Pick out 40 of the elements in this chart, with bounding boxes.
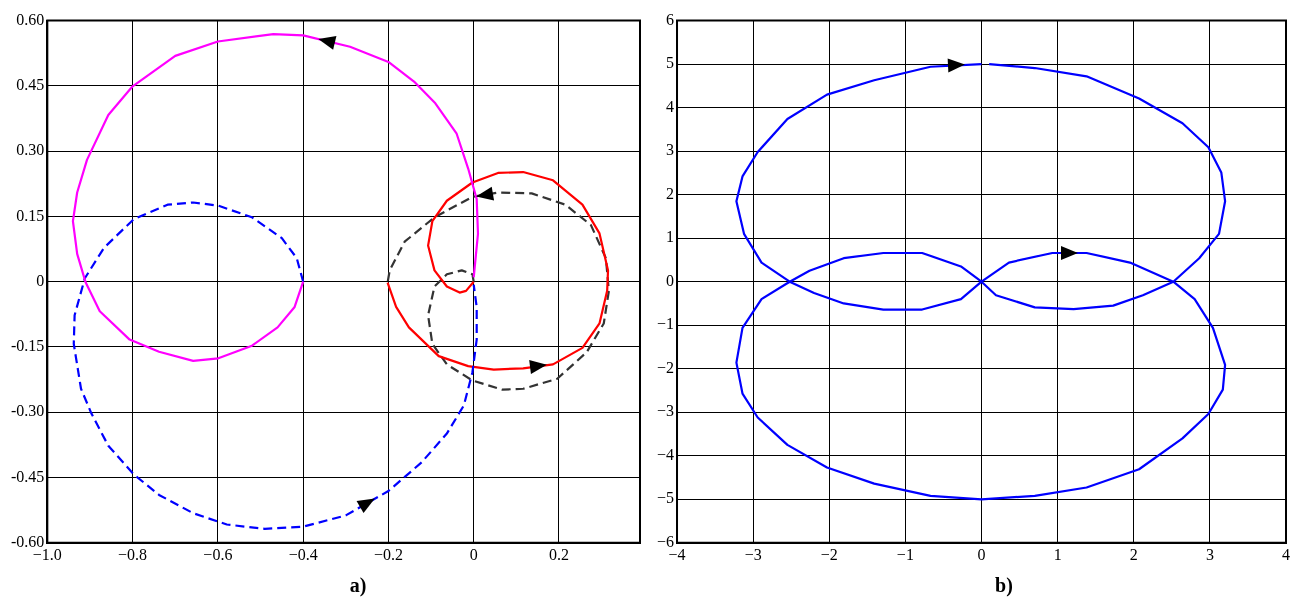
y-tick-label: 3 bbox=[666, 141, 675, 159]
y-tick-label: 0 bbox=[36, 271, 45, 289]
y-tick-label: 0.45 bbox=[16, 76, 45, 94]
x-tick-label: −1 bbox=[896, 545, 914, 563]
text: a) bbox=[348, 574, 368, 597]
x-tick-label: −3 bbox=[744, 545, 762, 563]
x-tick-label: 0 bbox=[469, 545, 478, 563]
x-tick-label: −0.4 bbox=[288, 545, 318, 563]
y-tick-label: 5 bbox=[666, 54, 675, 72]
x-tick-label: 0.2 bbox=[548, 545, 569, 563]
x-tick-label: 2 bbox=[1129, 545, 1138, 563]
y-tick-label: 0.60 bbox=[16, 10, 45, 28]
x-tick-label: −2 bbox=[820, 545, 838, 563]
y-tick-label: −4 bbox=[656, 445, 675, 463]
text: b) bbox=[994, 574, 1014, 597]
y-tick-label: -0.60 bbox=[11, 533, 45, 550]
y-tick-label: −5 bbox=[656, 489, 675, 507]
y-tick-label: 4 bbox=[666, 97, 675, 115]
y-tick-label: 0 bbox=[666, 271, 675, 289]
y-tick-label: 1 bbox=[666, 228, 675, 246]
x-tick-label: 0 bbox=[977, 545, 986, 563]
y-tick-label: 0.30 bbox=[16, 141, 45, 159]
y-tick-label: −6 bbox=[656, 533, 675, 550]
y-tick-label: −2 bbox=[656, 358, 675, 376]
y-tick-label: −1 bbox=[656, 315, 675, 333]
y-tick-label: -0.30 bbox=[11, 402, 45, 420]
y-tick-label: 2 bbox=[666, 184, 675, 202]
x-tick-label: −0.6 bbox=[203, 545, 233, 563]
line-series bbox=[72, 201, 478, 530]
y-tick-label: −3 bbox=[656, 402, 675, 420]
line-series bbox=[386, 191, 610, 391]
y-tick-label: 0.15 bbox=[16, 206, 45, 224]
x-tick-label: −0.8 bbox=[118, 545, 148, 563]
x-tick-label: 4 bbox=[1282, 545, 1290, 563]
y-tick-label: 6 bbox=[666, 10, 675, 28]
y-tick-label: -0.15 bbox=[11, 337, 45, 355]
y-tick-label: -0.45 bbox=[11, 467, 45, 485]
x-tick-label: 3 bbox=[1205, 545, 1214, 563]
x-tick-label: −0.2 bbox=[373, 545, 403, 563]
x-tick-label: 1 bbox=[1053, 545, 1062, 563]
